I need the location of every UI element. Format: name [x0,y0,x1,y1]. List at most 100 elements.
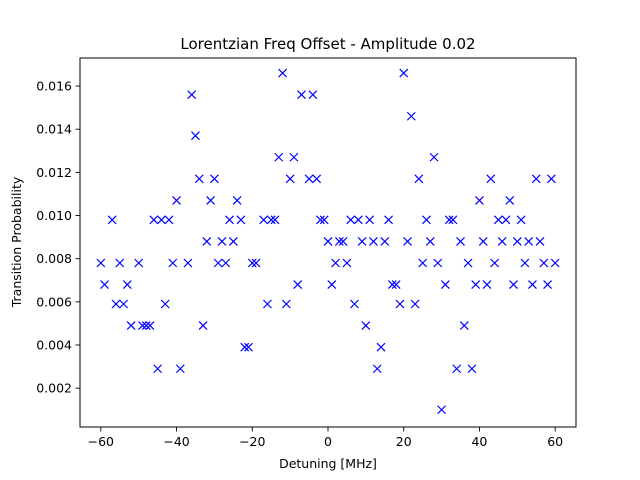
data-point [334,236,344,246]
data-point [183,258,193,268]
x-tick-label: −40 [163,434,189,449]
y-tick-label: 0.016 [36,79,72,94]
y-tick-label: 0.004 [36,338,72,353]
data-point [365,215,375,225]
data-point [520,258,530,268]
data-point [134,258,144,268]
data-point [395,299,405,309]
data-point [225,215,234,225]
data-point [486,174,496,184]
data-point [304,174,314,184]
data-point [107,215,117,225]
data-point [505,195,515,205]
data-point [403,236,412,246]
data-point [194,174,204,184]
y-tick-label: 0.006 [36,294,72,309]
data-point [240,342,250,352]
data-point [350,299,359,309]
data-point [221,258,231,268]
y-tick-label: 0.014 [36,122,72,137]
data-point [528,280,537,290]
data-point [266,215,276,225]
data-point [342,258,352,268]
data-point [346,215,356,225]
data-point [501,215,511,225]
data-point [228,236,238,246]
data-point [425,236,435,246]
data-point [209,174,219,184]
data-point [357,236,367,246]
y-tick-label: 0.002 [36,381,72,396]
data-point [406,111,416,121]
data-point [437,405,447,415]
data-point [380,236,390,246]
data-point [247,258,257,268]
data-layer [96,68,560,415]
data-point [319,215,329,225]
data-point [217,236,227,246]
data-point [149,215,159,225]
x-axis-label: Detuning [MHz] [279,456,377,471]
data-point [490,258,500,268]
data-point [524,236,534,246]
data-point [251,258,261,268]
data-point [153,364,163,374]
data-point [433,258,443,268]
data-point [391,280,401,290]
data-point [399,68,409,78]
data-point [213,258,223,268]
data-point [550,258,560,268]
data-point [172,195,181,205]
x-tick-label: 40 [471,434,487,449]
data-point [509,280,518,290]
data-point [422,215,431,225]
data-point [175,364,185,374]
data-point [164,215,174,225]
data-point [156,215,166,225]
y-axis-label: Transition Probability [9,176,24,308]
data-point [444,215,454,225]
data-point [187,90,197,100]
data-point [493,215,503,225]
x-tick-label: −60 [88,434,114,449]
data-point [308,90,318,100]
data-point [274,152,284,162]
data-point [191,131,200,141]
data-point [535,236,545,246]
data-point [440,280,450,290]
data-point [100,280,110,290]
x-tick-label: −20 [239,434,265,449]
data-point [387,280,397,290]
x-axis: −60 −40 −20 0 20 40 60 [88,427,563,449]
data-point [546,174,556,184]
data-point [369,236,378,246]
data-point [376,342,386,352]
data-point [262,299,272,309]
data-point [312,174,322,184]
data-point [448,215,458,225]
data-point [539,258,549,268]
y-tick-label: 0.008 [36,251,72,266]
x-tick-label: 60 [547,434,563,449]
data-point [323,236,333,246]
x-tick-label: 0 [324,434,332,449]
y-axis: 0.002 0.004 0.006 0.008 0.010 0.012 0.014 0.016 [36,79,80,396]
data-point [278,68,287,78]
data-point [463,258,473,268]
data-point [168,258,178,268]
data-point [198,321,208,331]
data-point [512,236,522,246]
data-point [122,280,132,290]
data-point [138,321,147,331]
data-point [429,152,439,162]
x-tick-label: 20 [396,434,412,449]
data-point [338,236,348,246]
data-point [482,280,492,290]
data-point [353,215,363,225]
data-point [543,280,553,290]
data-point [418,258,428,268]
data-point [531,174,541,184]
data-point [206,195,216,205]
data-point [96,258,106,268]
data-point [327,280,337,290]
